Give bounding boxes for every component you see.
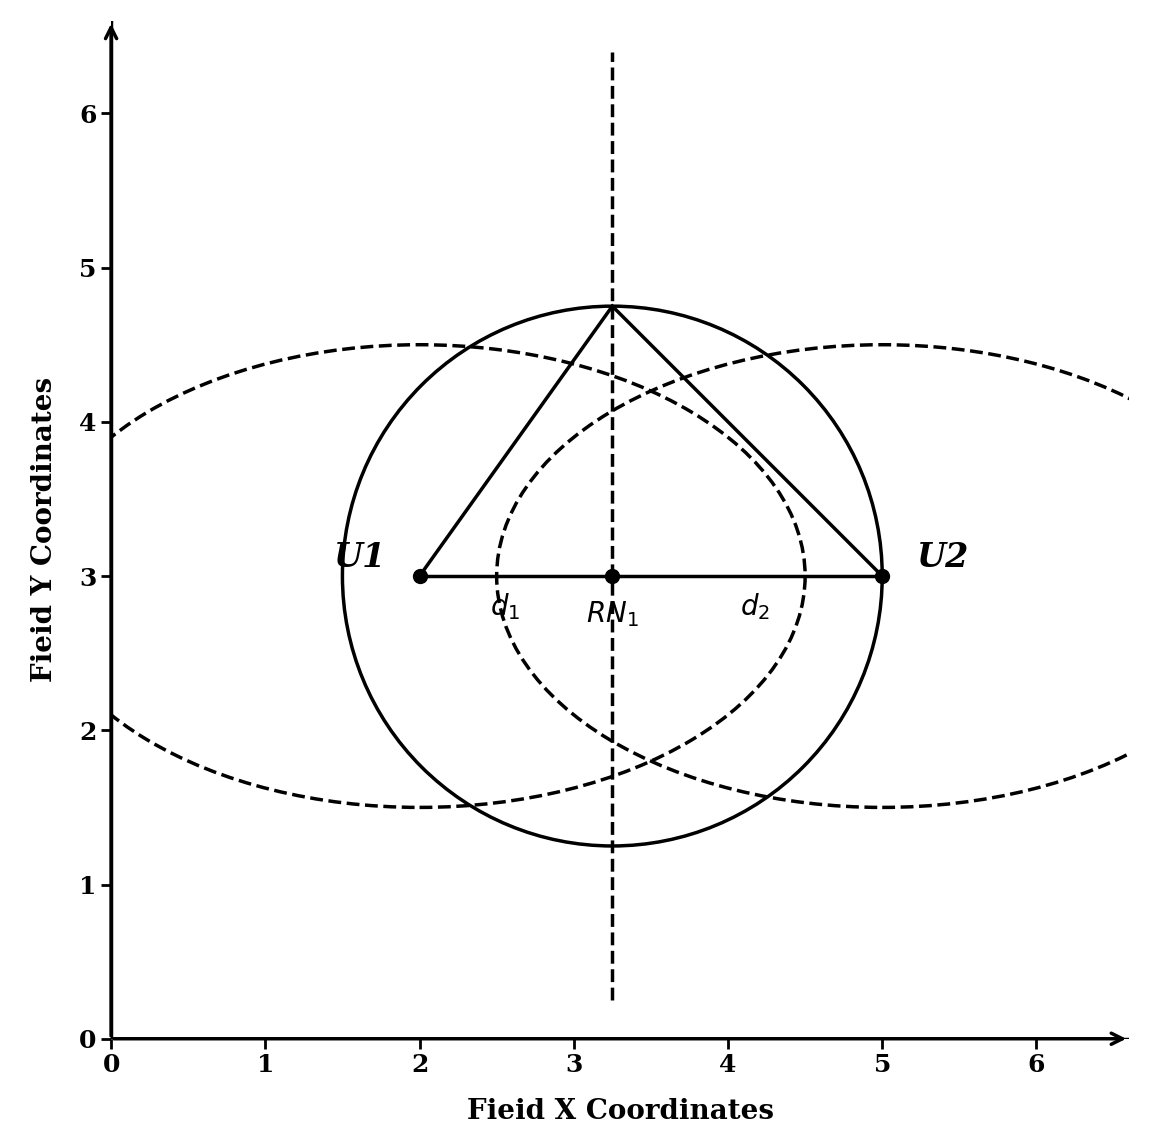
Text: U1: U1 — [333, 541, 385, 574]
Text: $d_2$: $d_2$ — [740, 591, 770, 622]
Text: $RN_1$: $RN_1$ — [586, 599, 639, 629]
X-axis label: Fieid X Coordinates: Fieid X Coordinates — [466, 1098, 774, 1125]
Text: $d_1$: $d_1$ — [490, 591, 520, 622]
Y-axis label: Fieid Y Coordinates: Fieid Y Coordinates — [32, 377, 59, 682]
Text: U2: U2 — [916, 541, 969, 574]
